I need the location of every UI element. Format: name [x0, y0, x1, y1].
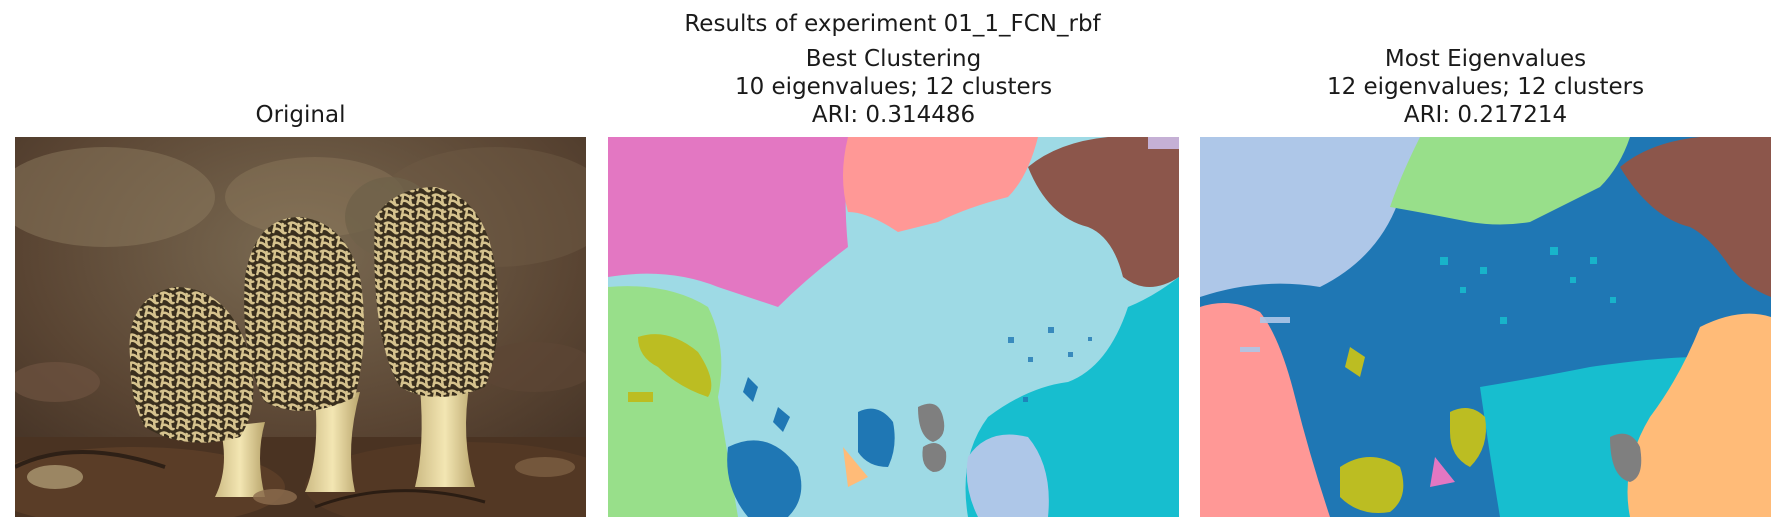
- most-eigenvalues-image: [1200, 137, 1771, 517]
- panel-title-line: Original: [255, 102, 346, 128]
- panel-title-line: Best Clustering: [805, 46, 982, 72]
- panel-title-line: ARI: 0.314486: [811, 102, 976, 128]
- panel-best-clustering: Best Clustering 10 eigenvalues; 12 clust…: [608, 0, 1179, 532]
- panel-title-line: ARI: 0.217214: [1403, 102, 1568, 128]
- original-image: [15, 137, 586, 517]
- panel-original: Original: [15, 0, 586, 532]
- segmentation-map-most: [1200, 137, 1771, 517]
- figure-title: Results of experiment 01_1_FCN_rbf: [684, 11, 1101, 37]
- panel-most-title: Most Eigenvalues 12 eigenvalues; 12 clus…: [1200, 45, 1771, 129]
- panel-best-title: Best Clustering 10 eigenvalues; 12 clust…: [608, 45, 1179, 129]
- morel-mushrooms-photo: [15, 137, 586, 517]
- segmentation-map-best: [608, 137, 1179, 517]
- panel-title-line: 12 eigenvalues; 12 clusters: [1326, 74, 1645, 100]
- best-clustering-image: [608, 137, 1179, 517]
- panel-title-line: 10 eigenvalues; 12 clusters: [734, 74, 1053, 100]
- panel-most-eigenvalues: Most Eigenvalues 12 eigenvalues; 12 clus…: [1200, 0, 1771, 532]
- panel-original-title: Original: [15, 101, 586, 129]
- panel-title-line: Most Eigenvalues: [1384, 46, 1587, 72]
